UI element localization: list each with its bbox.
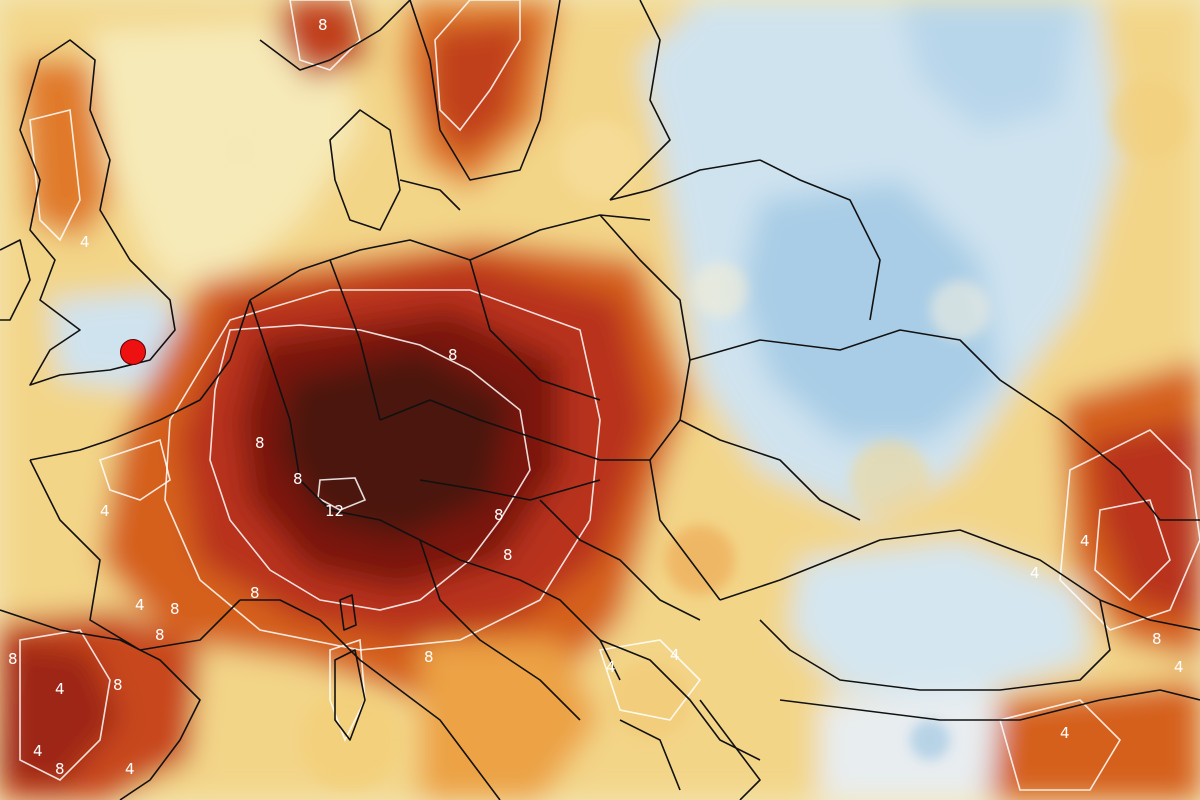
contour-label: 8 (170, 600, 180, 618)
red-dot-marker-icon[interactable] (120, 339, 146, 365)
contour-label: 8 (250, 584, 260, 602)
contour-label: 8 (8, 650, 18, 668)
contour-label: 4 (670, 646, 680, 664)
contour-label: 8 (503, 546, 513, 564)
contour-label: 8 (55, 760, 65, 778)
contour-label: 4 (1174, 658, 1184, 676)
contour-lines (19, 0, 1200, 791)
contour-label: 8 (448, 346, 458, 364)
contour-label: 4 (1030, 564, 1040, 582)
contour-label: 4 (100, 502, 110, 520)
contour-label: 4 (1060, 724, 1070, 742)
contour-label: 8 (318, 16, 328, 34)
contour-label: 8 (155, 626, 165, 644)
contour-label: 8 (494, 506, 504, 524)
contour-label: 8 (424, 648, 434, 666)
contour-label: 12 (325, 502, 344, 520)
contour-label: 4 (80, 233, 90, 251)
contour-label: 8 (113, 676, 123, 694)
field-noise (210, 80, 1190, 790)
contour-label: 8 (293, 470, 303, 488)
contour-label: 4 (33, 742, 43, 760)
contour-label: 4 (135, 596, 145, 614)
contour-labels: 8 4 8 8 12 8 8 8 4 8 8 8 8 4 4 8 4 8 4 4… (8, 16, 1184, 778)
contour-label: 8 (1152, 630, 1162, 648)
contour-label: 4 (1080, 532, 1090, 550)
contour-label: 4 (606, 658, 616, 676)
contour-label: 4 (55, 680, 65, 698)
contour-label: 4 (125, 760, 135, 778)
contour-label: 8 (255, 434, 265, 452)
